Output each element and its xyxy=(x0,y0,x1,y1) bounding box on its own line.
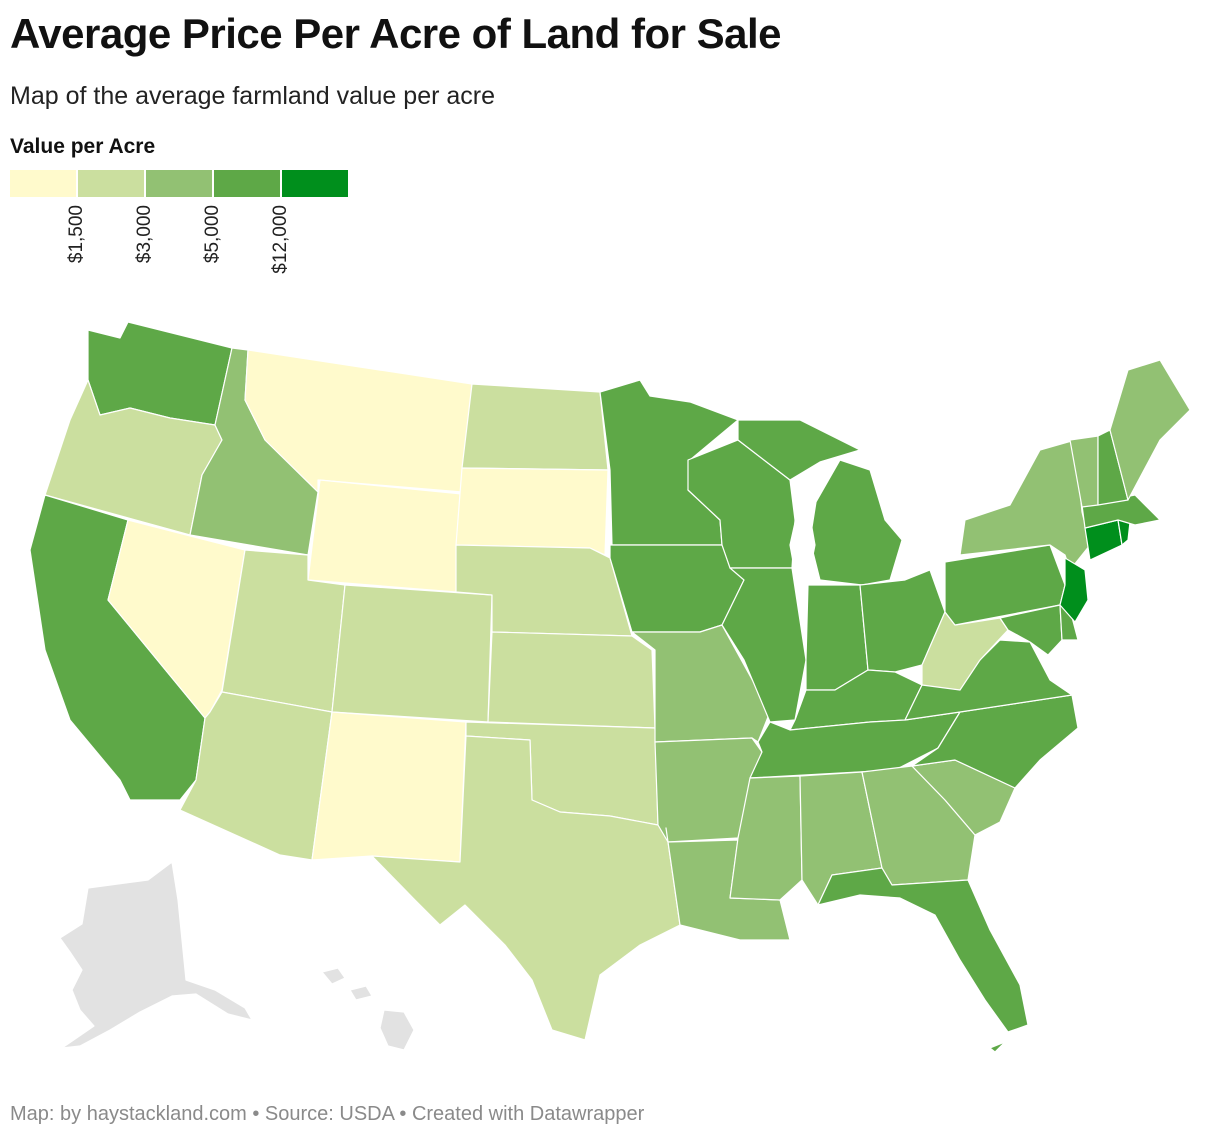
state-new-jersey[interactable] xyxy=(1059,557,1089,623)
state-michigan[interactable] xyxy=(737,419,903,586)
legend-swatch-2 xyxy=(78,170,144,197)
footer-credits: Map: by haystackland.com • Source: USDA … xyxy=(10,1103,645,1125)
chart-subtitle: Map of the average farmland value per ac… xyxy=(10,82,495,110)
state-washington[interactable] xyxy=(87,321,233,426)
state-florida[interactable] xyxy=(817,867,1029,1053)
legend-swatch-4 xyxy=(214,170,280,197)
legend-color-bar xyxy=(10,170,348,197)
state-indiana[interactable] xyxy=(805,584,869,691)
legend-swatch-5 xyxy=(282,170,348,197)
state-texas[interactable] xyxy=(371,735,681,1041)
state-new-mexico[interactable] xyxy=(311,711,467,863)
state-kansas[interactable] xyxy=(487,631,656,729)
state-alaska[interactable] xyxy=(59,861,253,1049)
chart-title: Average Price Per Acre of Land for Sale xyxy=(10,10,782,57)
state-iowa[interactable] xyxy=(609,544,745,633)
legend-title: Value per Acre xyxy=(10,135,156,158)
state-hawaii[interactable] xyxy=(321,967,415,1051)
state-maine[interactable] xyxy=(1109,359,1191,501)
state-south-dakota[interactable] xyxy=(455,467,609,556)
state-colorado[interactable] xyxy=(331,584,493,723)
state-north-dakota[interactable] xyxy=(461,383,609,471)
lake-michigan xyxy=(789,504,816,581)
legend-swatch-1 xyxy=(10,170,76,197)
legend-swatch-3 xyxy=(146,170,212,197)
state-wyoming[interactable] xyxy=(307,479,463,593)
